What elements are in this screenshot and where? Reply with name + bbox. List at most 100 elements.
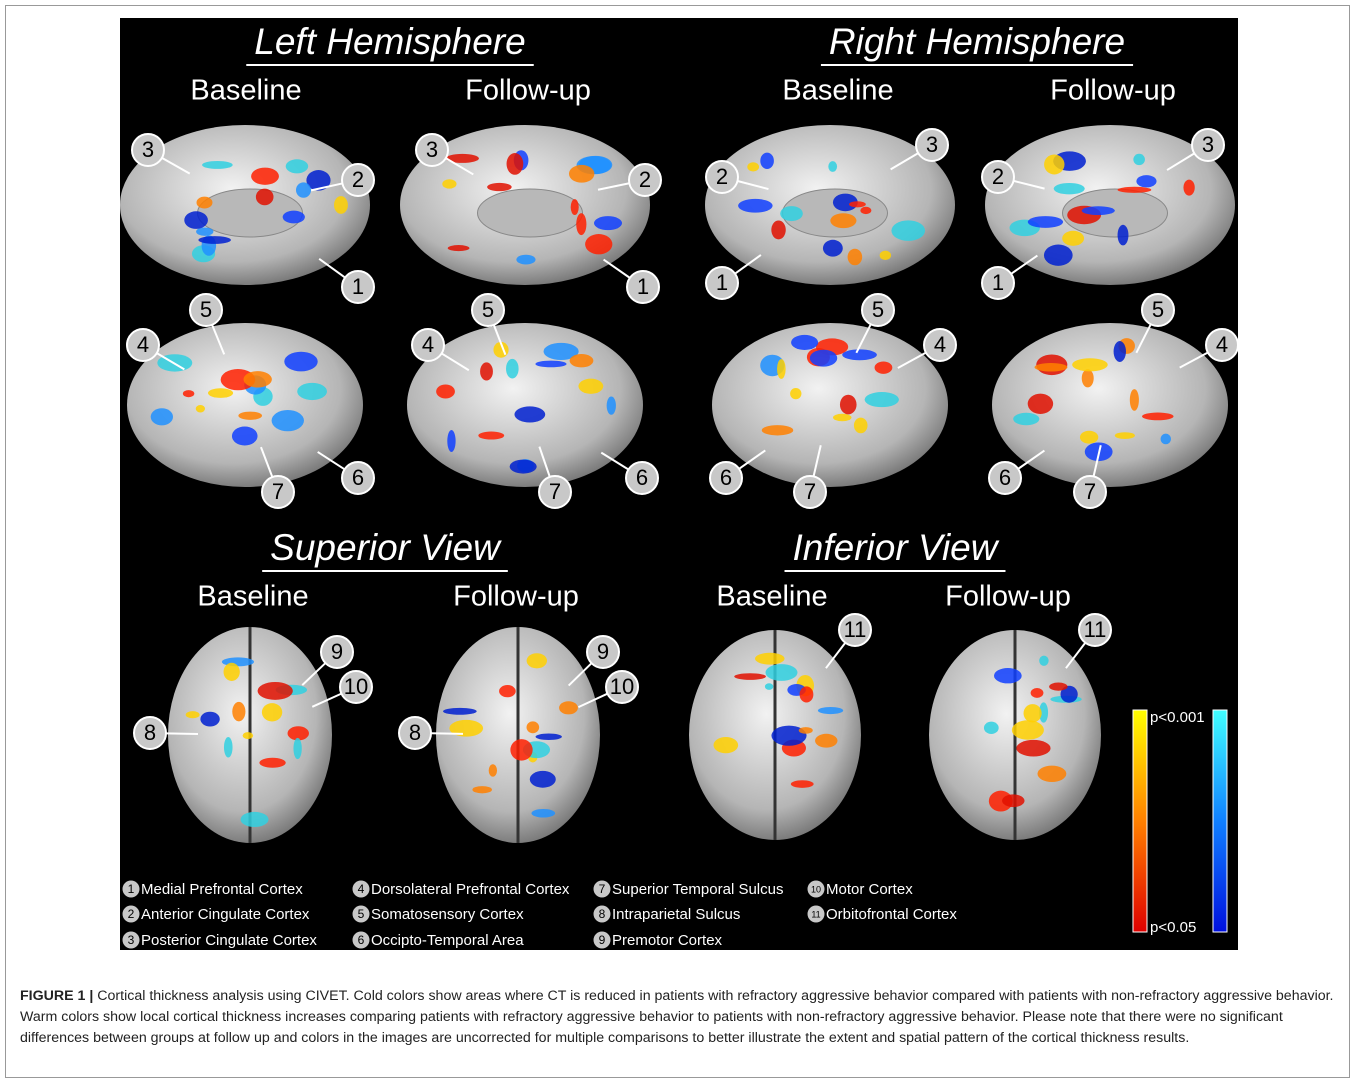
- callout-number: 4: [934, 332, 946, 357]
- brain-blob: [487, 183, 512, 191]
- brain-blob: [1035, 363, 1068, 372]
- brain-blob: [875, 361, 893, 373]
- brain-blob: [738, 199, 772, 213]
- brain-blob: [293, 738, 301, 759]
- callout-number: 9: [331, 639, 343, 664]
- callout-number: 4: [137, 332, 149, 357]
- brain-blob: [1118, 225, 1129, 246]
- brain-blob: [810, 350, 837, 367]
- caption-text: Cortical thickness analysis using CIVET.…: [20, 988, 1334, 1046]
- brain-blob: [1118, 187, 1152, 193]
- brain-blob: [447, 430, 455, 452]
- figure-image: Left Hemisphere Baseline Follow-up Right He…: [0, 0, 1358, 980]
- brain-blob: [1133, 154, 1145, 165]
- brain-blob: [514, 406, 545, 422]
- legend-label: Orbitofrontal Cortex: [826, 906, 957, 923]
- brain-blob: [1114, 341, 1126, 362]
- brain-blob: [224, 737, 233, 758]
- brain-blob: [296, 182, 311, 197]
- callout-number: 4: [1216, 332, 1228, 357]
- brain-blob: [823, 240, 843, 257]
- brain-blob: [200, 712, 219, 727]
- brain-blob: [535, 361, 566, 368]
- brain-blob: [594, 216, 622, 230]
- legend-label: Medial Prefrontal Cortex: [141, 881, 303, 898]
- legend-label: Posterior Cingulate Cortex: [141, 932, 317, 949]
- brain-blob: [436, 384, 455, 398]
- legend-number: 4: [358, 882, 365, 896]
- brain-blob: [256, 189, 274, 206]
- brain-blob: [848, 249, 863, 266]
- brain-blob: [258, 682, 293, 700]
- brain-blob: [799, 727, 813, 734]
- brain-blob: [818, 707, 843, 714]
- page: Left Hemisphere Baseline Follow-up Right He…: [0, 0, 1358, 1085]
- section-title: Left Hemisphere: [254, 21, 525, 62]
- section-title: Superior View: [270, 527, 502, 568]
- callout-number: 1: [992, 270, 1004, 295]
- brain-blob: [259, 758, 285, 768]
- brain-blob: [865, 392, 899, 407]
- brain-blob: [251, 168, 279, 185]
- column-heading: Follow-up: [1050, 75, 1176, 107]
- brain-blob: [771, 220, 785, 239]
- brain-blob: [1115, 432, 1135, 439]
- callout-number: 6: [720, 465, 732, 490]
- brain-blob: [442, 179, 456, 188]
- brain-blob: [283, 211, 305, 224]
- callout-number: 3: [926, 132, 938, 157]
- legend-label: Superior Temporal Sulcus: [612, 881, 783, 898]
- callout-number: 8: [144, 720, 156, 745]
- column-heading: Baseline: [716, 581, 827, 613]
- brain-blob: [334, 196, 348, 214]
- callout-number: 5: [200, 297, 212, 322]
- callout-number: 10: [344, 674, 368, 699]
- brain-blob: [1136, 175, 1156, 187]
- brain-blob: [815, 734, 837, 748]
- caption: FIGURE 1 | Cortical thickness analysis u…: [20, 986, 1338, 1049]
- brain-blob: [828, 161, 837, 172]
- column-heading: Baseline: [197, 581, 308, 613]
- colorbar-cold: [1213, 710, 1227, 932]
- brain-blob: [1024, 704, 1042, 722]
- legend-label: Somatosensory Cortex: [371, 906, 524, 923]
- brain-blob: [762, 425, 794, 435]
- brain-blob: [297, 383, 327, 400]
- legend-number: 9: [599, 933, 606, 947]
- callout-number: 7: [272, 479, 284, 504]
- callout-number: 3: [426, 137, 438, 162]
- legend-number: 2: [128, 907, 135, 921]
- section-title: Right Hemisphere: [829, 21, 1125, 62]
- callout-number: 11: [844, 617, 867, 642]
- brain-blob: [1002, 794, 1024, 807]
- brain-blob: [760, 153, 774, 169]
- brain-blob: [499, 685, 516, 697]
- brain-blob: [448, 245, 470, 251]
- callout-number: 7: [804, 479, 816, 504]
- brain-blob: [198, 236, 231, 244]
- brain-blob: [1012, 720, 1044, 739]
- brain-blob: [1142, 413, 1174, 421]
- callout-number: 5: [872, 297, 884, 322]
- section-title: Inferior View: [793, 527, 1000, 568]
- brain-blob: [570, 354, 594, 367]
- callout-number: 6: [999, 465, 1011, 490]
- brain-blob: [224, 663, 240, 681]
- legend-label: Intraparietal Sulcus: [612, 906, 740, 923]
- brain-blob: [232, 426, 258, 445]
- brain-blob: [507, 153, 524, 175]
- brain-blob: [243, 732, 253, 739]
- brain-blob: [443, 708, 477, 715]
- legend-label: Dorsolateral Prefrontal Cortex: [371, 881, 570, 898]
- caption-label: FIGURE 1 |: [20, 988, 93, 1004]
- brain-blob: [585, 234, 612, 254]
- callout-number: 3: [1202, 132, 1214, 157]
- brain-blob: [151, 408, 173, 425]
- column-heading: Follow-up: [465, 75, 591, 107]
- brain-blob: [791, 780, 814, 788]
- brain-blob: [854, 418, 868, 434]
- brain-blob: [536, 734, 562, 741]
- brain-blob: [530, 771, 556, 788]
- brain-blob: [1028, 216, 1063, 228]
- brain-blob: [1013, 413, 1039, 425]
